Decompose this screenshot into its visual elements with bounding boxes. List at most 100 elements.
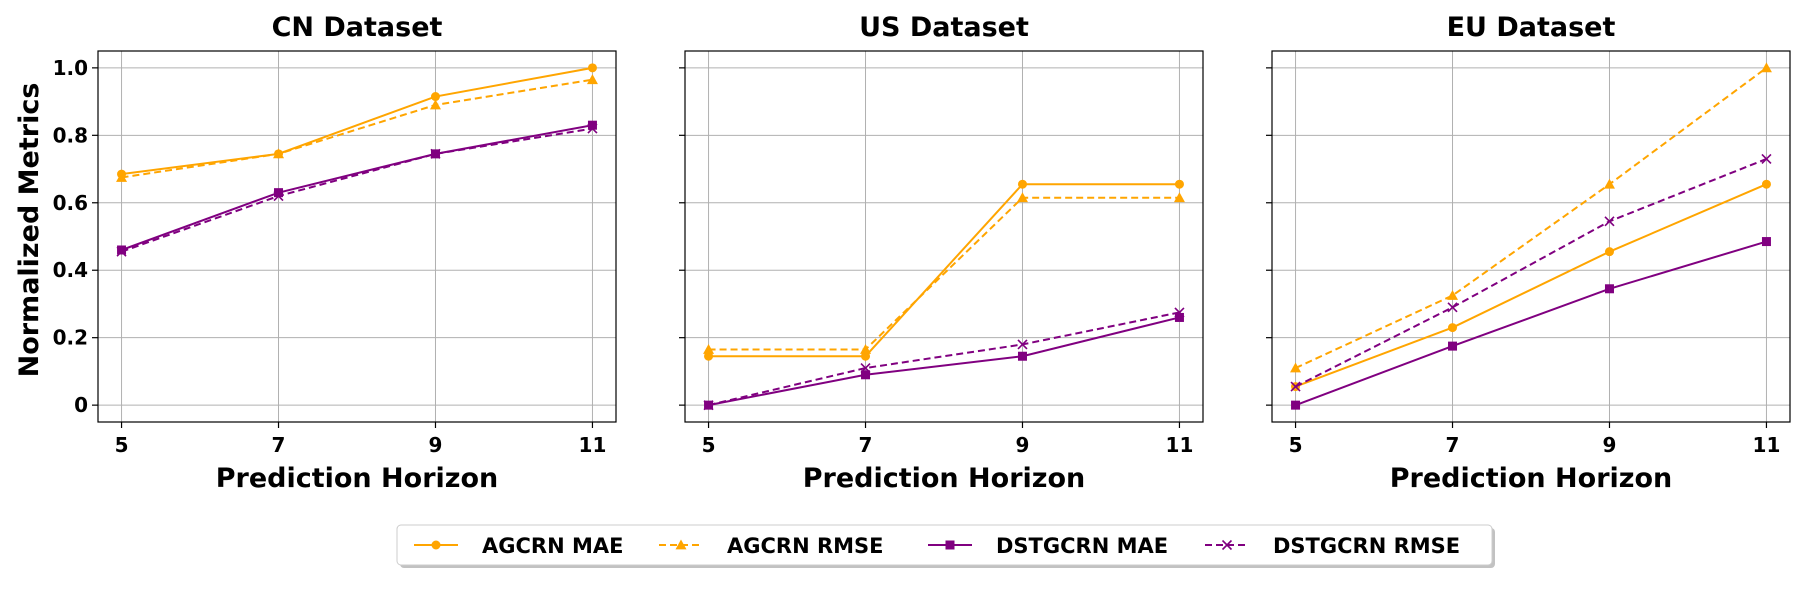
data-point [1017,351,1027,361]
data-point [587,63,597,73]
series-dstgcrn-mae [704,312,1184,410]
x-axis-label: Prediction Horizon [216,463,499,494]
data-point [273,148,285,159]
data-point-stroke [703,400,714,411]
legend-label: AGCRN RMSE [727,534,884,558]
series-line [121,78,593,179]
series-agcrn-mae [1291,179,1771,392]
data-point [1447,290,1459,300]
series-agcrn-mae [117,63,597,179]
series-dstgcrn-rmse [116,123,598,257]
data-point-stroke [1761,153,1772,164]
x-axis-label: Prediction Horizon [1390,463,1673,494]
data-point [1017,179,1027,189]
data-point-stroke [430,148,441,159]
series-line [708,196,1180,351]
data-point [1760,62,1772,73]
x-tick-label: 11 [1166,433,1194,457]
data-point [704,351,714,361]
series-agcrn-rmse [703,192,1185,354]
data-point [1448,323,1458,333]
series-agcrn-rmse [116,74,598,182]
x-tick-label: 5 [115,433,129,457]
data-point-stroke [273,190,284,202]
x-tick-label: 11 [1753,433,1781,457]
panel-title: US Dataset [859,12,1029,43]
data-point [1761,153,1772,164]
data-point [430,92,440,102]
legend-marker [431,540,441,550]
data-point [430,148,441,159]
legend-marker-stroke [1221,539,1233,551]
data-point-stroke [1174,307,1185,318]
x-tick-label: 11 [579,433,607,457]
plot-frame [1271,50,1791,423]
x-tick-label: 9 [1016,433,1030,457]
y-axis-label: Normalized Metrics [14,83,45,378]
data-point [1290,381,1301,392]
series-line [121,66,593,176]
legend-marker [1221,539,1233,551]
data-point-stroke [116,246,127,257]
y-tick-label: 0.6 [53,191,88,215]
x-axis-label: Prediction Horizon [803,463,1086,494]
series-line [708,183,1180,358]
x-tick-label: 7 [1446,433,1460,457]
panel-cn-dataset: 0 0.2 0.4 0.6 0.8 1.0 5 7 9 11 CN Dataset Predictio… [53,12,617,494]
data-point [1291,400,1301,410]
data-point [861,351,871,361]
series-line [1295,157,1767,388]
data-point-stroke [587,123,598,134]
data-point [860,343,872,354]
x-tick-label: 9 [1603,433,1617,457]
data-point [273,190,284,202]
data-point [116,171,128,182]
data-point [1604,247,1614,257]
data-point [1017,339,1028,350]
data-point [1174,307,1185,318]
data-point [1448,341,1458,351]
series-line [1295,183,1767,388]
series-line [708,316,1180,407]
legend-label: DSTGCRN RMSE [1273,534,1460,558]
data-point-stroke [1604,216,1615,227]
legend-label: AGCRN MAE [482,534,623,558]
panel-title: EU Dataset [1447,12,1616,43]
legend-label: DSTGCRN MAE [996,534,1168,558]
data-point [1603,178,1615,189]
panel-eu-dataset: 5 7 9 11 EU Dataset Prediction Horizon [1266,12,1791,494]
series-line [708,311,1180,407]
series-dstgcrn-rmse [703,307,1185,411]
data-point [703,400,714,411]
legend-entry-agcrn-mae: AGCRN MAE [414,534,623,558]
data-point [1174,312,1184,322]
x-tick-label: 9 [429,433,443,457]
legend-marker [675,539,687,550]
series-line [1295,240,1767,407]
data-point [587,123,598,134]
x-tick-label: 7 [859,433,873,457]
data-point [860,362,871,374]
series-line [121,124,593,251]
legend-entry-agcrn-rmse: AGCRN RMSE [659,534,884,558]
data-point [116,246,127,257]
series-agcrn-rmse [1290,62,1772,373]
data-point [587,120,597,130]
series-line [121,127,593,253]
series-agcrn-mae [704,179,1184,361]
data-point-stroke [860,362,871,374]
data-point [274,188,284,198]
data-point [861,370,871,380]
y-tick-label: 0.8 [53,123,88,147]
legend-entry-dstgcrn-rmse: DSTGCRN RMSE [1205,534,1460,558]
x-tick-label: 5 [702,433,716,457]
chart-panels: 0 0.2 0.4 0.6 0.8 1.0 5 7 9 11 CN Dataset Predictio… [53,12,1791,494]
data-point [1447,302,1458,313]
data-point [703,343,715,354]
plot-frame [97,50,617,423]
data-point [1173,192,1185,203]
data-point [1604,216,1615,227]
panel-title: CN Dataset [272,12,443,43]
data-point-stroke [1447,302,1458,313]
